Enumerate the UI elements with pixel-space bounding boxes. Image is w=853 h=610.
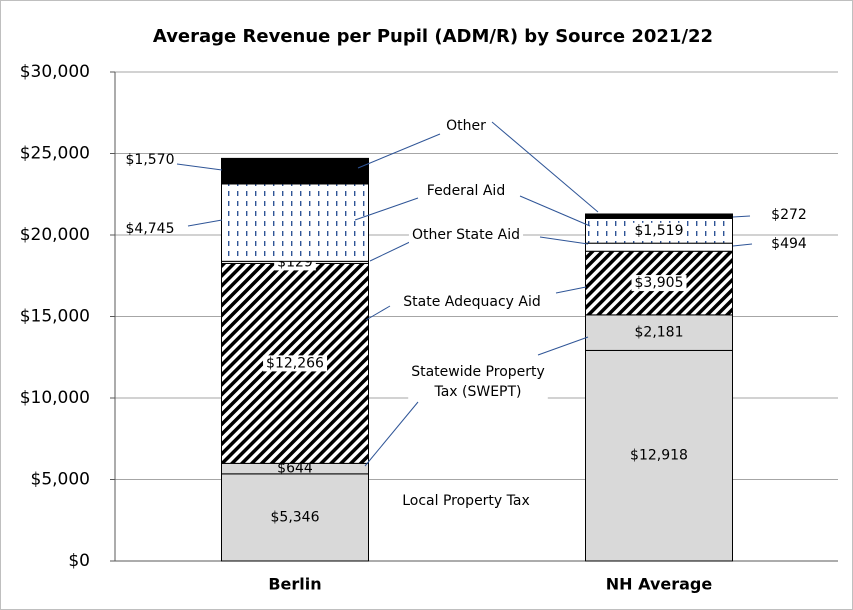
legend-label: State Adequacy Aid	[403, 294, 540, 310]
label-bg	[408, 364, 548, 400]
y-tick-label: $0	[68, 551, 90, 571]
y-tick-label: $10,000	[20, 388, 90, 408]
legend-label: Federal Aid	[427, 183, 505, 199]
y-tick-label: $25,000	[20, 144, 90, 164]
bar-segment	[221, 473, 369, 562]
leader-line	[539, 236, 589, 245]
label-bg	[263, 355, 328, 372]
y-tick-label: $15,000	[20, 307, 90, 327]
leader-line	[364, 401, 419, 467]
legend-label: Other	[446, 118, 486, 134]
bar-segment	[221, 183, 369, 262]
leader-line	[537, 336, 589, 356]
leader-line	[732, 243, 753, 247]
legend-label: Local Property Tax	[402, 493, 530, 509]
label-bg	[631, 222, 687, 239]
x-tick-label: Berlin	[268, 575, 321, 594]
value-label: $1,519	[635, 223, 684, 239]
value-label: $272	[771, 207, 807, 223]
bar-segment	[221, 157, 369, 185]
leader-line	[369, 239, 415, 262]
x-tick-label: NH Average	[606, 575, 713, 594]
value-label: $494	[771, 236, 807, 252]
value-label: $12,266	[266, 355, 324, 371]
leader-line	[357, 133, 441, 169]
value-label: $4,745	[126, 221, 175, 237]
label-bg	[408, 227, 524, 243]
bar-segment	[585, 314, 733, 351]
leader-line	[354, 197, 419, 221]
label-bg	[400, 294, 544, 310]
chart-title: Average Revenue per Pupil (ADM/R) by Sou…	[153, 26, 713, 47]
leader-line	[519, 195, 591, 227]
y-tick-label: $30,000	[20, 62, 90, 82]
value-label: $644	[277, 461, 313, 477]
value-label: $3,905	[635, 275, 684, 291]
legend-label: Other State Aid	[412, 227, 520, 243]
bar-segment	[585, 242, 733, 252]
leader-line	[176, 163, 223, 171]
label-bg	[631, 275, 687, 292]
y-tick-label: $20,000	[20, 225, 90, 245]
leader-line	[491, 121, 599, 213]
label-bg	[443, 118, 490, 134]
label-bg	[399, 493, 533, 509]
legend-label: Statewide Property Tax (SWEPT)	[411, 364, 545, 400]
bar-segment	[585, 213, 733, 219]
leader-line	[732, 215, 751, 218]
value-label: $2,181	[635, 325, 684, 341]
value-label: $12,918	[630, 448, 688, 464]
y-tick-label: $5,000	[31, 470, 90, 490]
value-label: $1,570	[126, 152, 175, 168]
value-label: $5,346	[271, 509, 320, 525]
label-bg	[423, 183, 509, 199]
leader-line	[187, 219, 223, 227]
leader-line	[365, 305, 391, 321]
leader-line	[555, 286, 587, 294]
